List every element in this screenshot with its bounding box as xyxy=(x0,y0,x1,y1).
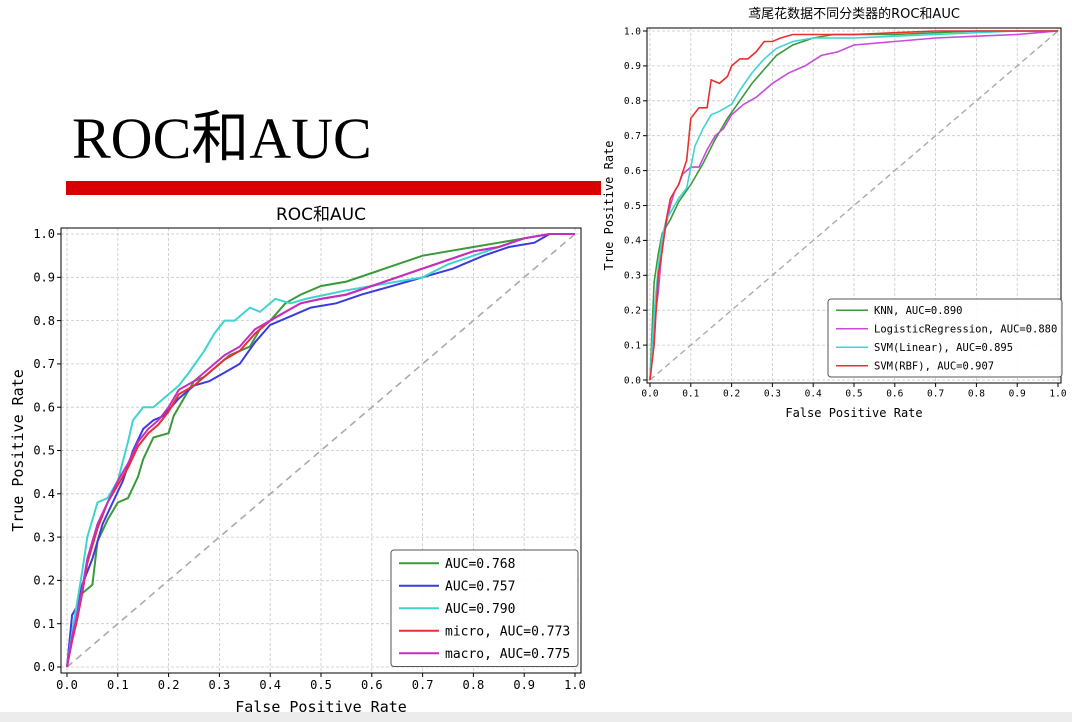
y-tick-label: 0.8 xyxy=(624,96,641,107)
legend-label-2: SVM(Linear), AUC=0.895 xyxy=(874,342,1013,354)
x-tick-label: 0.7 xyxy=(412,678,434,692)
roc-chart-right: 0.0 0.1 0.2 0.3 0.4 0.5 0.6 0.7 0.8 0.9 1.0 0.0 0.1 0… xyxy=(602,6,1067,420)
y-tick-label: 0.6 xyxy=(33,400,55,414)
bottom-strip xyxy=(0,712,1072,722)
legend-box xyxy=(827,298,1063,378)
x-tick-label: 0.4 xyxy=(805,389,822,400)
series-line-0 xyxy=(649,30,1058,381)
x-tick-label: 0.2 xyxy=(723,389,740,400)
x-tick-label: 0.0 xyxy=(641,389,658,400)
x-tick-label: 0.0 xyxy=(56,678,78,692)
title-underline-bar xyxy=(66,181,601,195)
legend-label-0: KNN, AUC=0.890 xyxy=(874,305,963,317)
x-tick-label: 0.2 xyxy=(158,678,180,692)
legend-box xyxy=(390,549,579,667)
legend-label-4: macro, AUC=0.775 xyxy=(445,647,570,662)
slide-title: ROC和AUC xyxy=(72,106,372,171)
y-tick-label: 0.3 xyxy=(33,530,55,544)
x-tick-label: 0.3 xyxy=(209,678,231,692)
series-line-4 xyxy=(66,233,575,668)
y-tick-label: 0.8 xyxy=(33,314,55,328)
x-tick-label: 0.6 xyxy=(886,389,903,400)
legend-label-2: AUC=0.790 xyxy=(445,602,515,617)
y-tick-label: 0.4 xyxy=(624,236,641,247)
legend-label-3: micro, AUC=0.773 xyxy=(445,624,570,639)
y-axis-label: True Positive Rate xyxy=(9,369,27,532)
y-axis-label: True Positive Rate xyxy=(602,140,616,270)
x-tick-label: 1.0 xyxy=(1049,389,1066,400)
y-tick-label: 0.9 xyxy=(624,61,641,72)
x-tick-label: 0.7 xyxy=(927,389,944,400)
y-tick-label: 0.2 xyxy=(33,574,55,588)
x-axis-label: False Positive Rate xyxy=(785,406,922,420)
y-tick-label: 1.0 xyxy=(624,26,641,37)
y-tick-label: 0.5 xyxy=(624,201,641,212)
legend-label-1: AUC=0.757 xyxy=(445,579,515,594)
chart-title: 鸢尾花数据不同分类器的ROC和AUC xyxy=(748,6,960,22)
y-tick-label: 0.1 xyxy=(33,617,55,631)
y-tick-label: 0.9 xyxy=(33,271,55,285)
y-tick-label: 0.2 xyxy=(624,306,641,317)
x-tick-label: 0.8 xyxy=(463,678,485,692)
x-tick-label: 0.9 xyxy=(1009,389,1026,400)
y-tick-label: 0.3 xyxy=(624,271,641,282)
legend-label-0: AUC=0.768 xyxy=(445,557,515,572)
y-tick-label: 1.0 xyxy=(33,227,55,241)
x-tick-label: 0.1 xyxy=(107,678,129,692)
series-line-2 xyxy=(66,233,575,668)
x-tick-label: 0.5 xyxy=(845,389,862,400)
series-line-1 xyxy=(649,30,1059,381)
y-tick-label: 0.4 xyxy=(33,487,55,501)
y-tick-label: 0.7 xyxy=(33,357,55,371)
x-tick-label: 0.3 xyxy=(764,389,781,400)
x-tick-label: 0.1 xyxy=(682,389,699,400)
y-tick-label: 0.5 xyxy=(33,444,55,458)
y-tick-label: 0.1 xyxy=(624,340,641,351)
chance-diagonal xyxy=(66,233,576,668)
series-line-3 xyxy=(649,30,1058,381)
x-tick-label: 0.5 xyxy=(310,678,332,692)
roc-chart-left: 0.0 0.1 0.2 0.3 0.4 0.5 0.6 0.7 0.8 0.9 1.0 0.0 0.1 0… xyxy=(9,205,586,716)
chart-title: ROC和AUC xyxy=(276,205,366,225)
legend-label-1: LogisticRegression, AUC=0.880 xyxy=(874,323,1057,335)
y-tick-label: 0.0 xyxy=(33,660,55,674)
x-axis-label: False Positive Rate xyxy=(235,698,407,716)
x-tick-label: 0.8 xyxy=(968,389,985,400)
x-tick-label: 0.4 xyxy=(259,678,281,692)
x-tick-label: 0.6 xyxy=(361,678,383,692)
y-tick-label: 0.7 xyxy=(624,131,641,142)
series-line-1 xyxy=(66,233,575,668)
y-tick-label: 0.6 xyxy=(624,166,641,177)
y-tick-label: 0.0 xyxy=(624,375,641,386)
x-tick-label: 0.9 xyxy=(513,678,535,692)
legend-label-3: SVM(RBF), AUC=0.907 xyxy=(874,360,994,372)
x-tick-label: 1.0 xyxy=(564,678,586,692)
